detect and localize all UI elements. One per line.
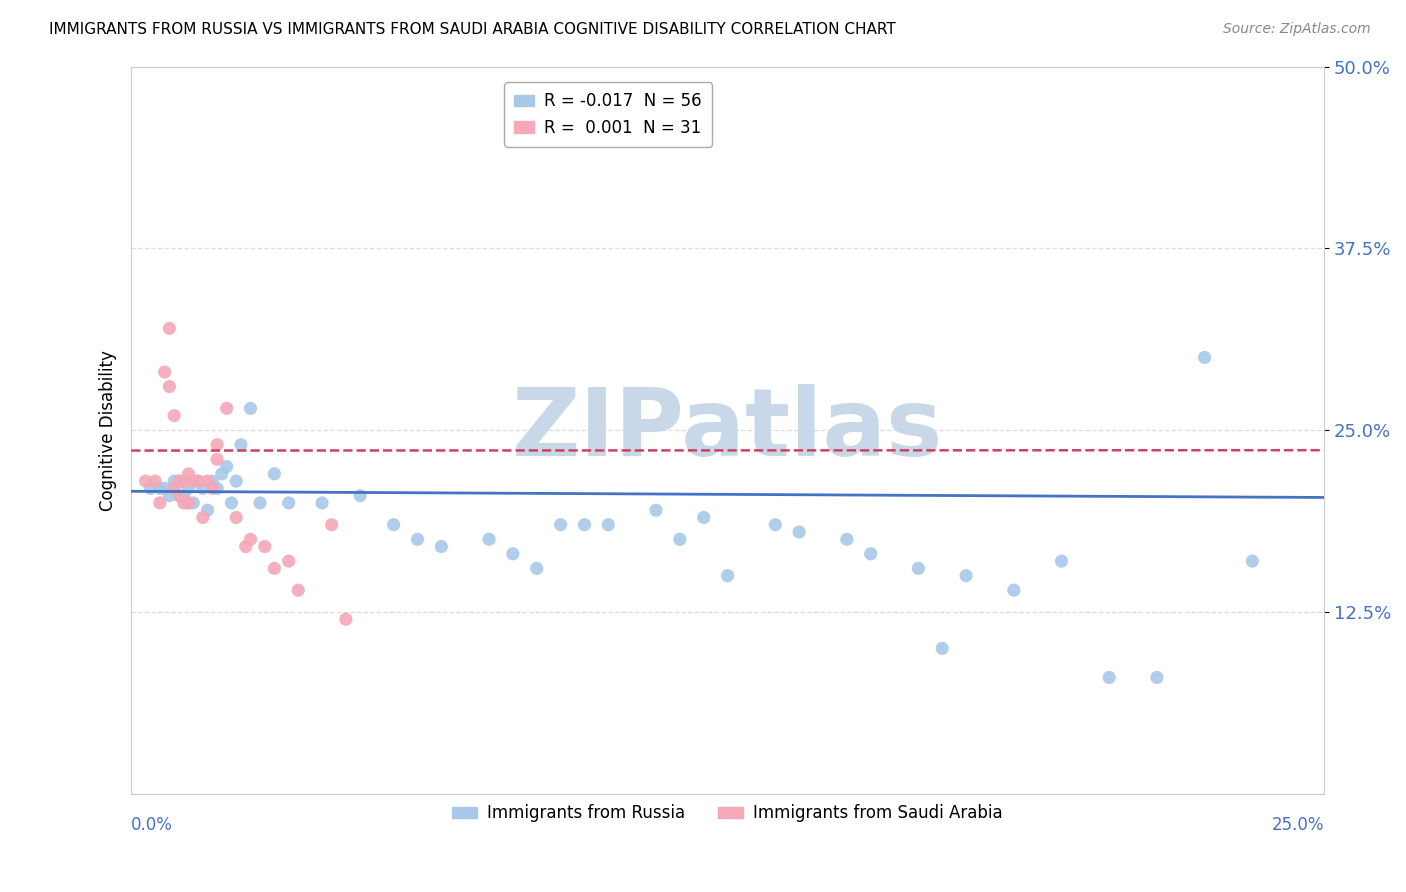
- Point: [205, 452, 228, 467]
- Point: [181, 496, 204, 510]
- Point: [321, 517, 343, 532]
- Point: [277, 496, 299, 510]
- Point: [235, 540, 257, 554]
- Legend: Immigrants from Russia, Immigrants from Saudi Arabia: Immigrants from Russia, Immigrants from …: [446, 797, 1010, 829]
- Point: [335, 612, 357, 626]
- Point: [253, 540, 276, 554]
- Point: [478, 533, 501, 547]
- Point: [430, 540, 453, 554]
- Point: [201, 482, 224, 496]
- Point: [550, 517, 572, 532]
- Point: [191, 482, 214, 496]
- Point: [787, 524, 810, 539]
- Point: [263, 467, 285, 481]
- Text: 25.0%: 25.0%: [1271, 815, 1324, 834]
- Point: [693, 510, 716, 524]
- Point: [211, 467, 233, 481]
- Point: [177, 467, 200, 481]
- Point: [215, 401, 238, 416]
- Point: [574, 517, 596, 532]
- Point: [598, 517, 620, 532]
- Point: [157, 379, 180, 393]
- Point: [215, 459, 238, 474]
- Point: [1050, 554, 1073, 568]
- Point: [163, 482, 186, 496]
- Point: [153, 365, 176, 379]
- Point: [859, 547, 882, 561]
- Point: [167, 474, 190, 488]
- Point: [187, 474, 209, 488]
- Point: [277, 554, 299, 568]
- Point: [173, 474, 195, 488]
- Point: [173, 489, 195, 503]
- Point: [835, 533, 858, 547]
- Point: [167, 489, 190, 503]
- Y-axis label: Cognitive Disability: Cognitive Disability: [100, 350, 117, 510]
- Point: [249, 496, 271, 510]
- Point: [205, 438, 228, 452]
- Text: 0.0%: 0.0%: [131, 815, 173, 834]
- Point: [221, 496, 243, 510]
- Point: [645, 503, 668, 517]
- Point: [502, 547, 524, 561]
- Point: [149, 482, 172, 496]
- Point: [1002, 583, 1025, 598]
- Point: [163, 482, 186, 496]
- Point: [139, 482, 162, 496]
- Point: [287, 583, 309, 598]
- Point: [167, 474, 190, 488]
- Point: [177, 482, 200, 496]
- Point: [187, 474, 209, 488]
- Point: [716, 568, 738, 582]
- Point: [197, 503, 219, 517]
- Point: [177, 496, 200, 510]
- Point: [263, 561, 285, 575]
- Point: [153, 482, 176, 496]
- Point: [143, 474, 166, 488]
- Text: ZIPatlas: ZIPatlas: [512, 384, 943, 476]
- Point: [931, 641, 953, 656]
- Point: [197, 474, 219, 488]
- Point: [1146, 670, 1168, 684]
- Point: [173, 474, 195, 488]
- Point: [382, 517, 405, 532]
- Point: [669, 533, 692, 547]
- Point: [173, 496, 195, 510]
- Point: [239, 533, 262, 547]
- Point: [225, 510, 247, 524]
- Point: [177, 496, 200, 510]
- Point: [163, 474, 186, 488]
- Point: [157, 321, 180, 335]
- Point: [763, 517, 786, 532]
- Point: [149, 496, 172, 510]
- Point: [167, 489, 190, 503]
- Point: [955, 568, 977, 582]
- Text: IMMIGRANTS FROM RUSSIA VS IMMIGRANTS FROM SAUDI ARABIA COGNITIVE DISABILITY CORR: IMMIGRANTS FROM RUSSIA VS IMMIGRANTS FRO…: [49, 22, 896, 37]
- Point: [239, 401, 262, 416]
- Point: [907, 561, 929, 575]
- Point: [526, 561, 548, 575]
- Point: [163, 409, 186, 423]
- Point: [406, 533, 429, 547]
- Point: [349, 489, 371, 503]
- Point: [157, 489, 180, 503]
- Point: [181, 474, 204, 488]
- Point: [1241, 554, 1264, 568]
- Point: [225, 474, 247, 488]
- Point: [181, 474, 204, 488]
- Point: [201, 474, 224, 488]
- Point: [311, 496, 333, 510]
- Point: [191, 510, 214, 524]
- Point: [229, 438, 252, 452]
- Point: [135, 474, 157, 488]
- Point: [1098, 670, 1121, 684]
- Point: [1194, 351, 1216, 365]
- Text: Source: ZipAtlas.com: Source: ZipAtlas.com: [1223, 22, 1371, 37]
- Point: [205, 482, 228, 496]
